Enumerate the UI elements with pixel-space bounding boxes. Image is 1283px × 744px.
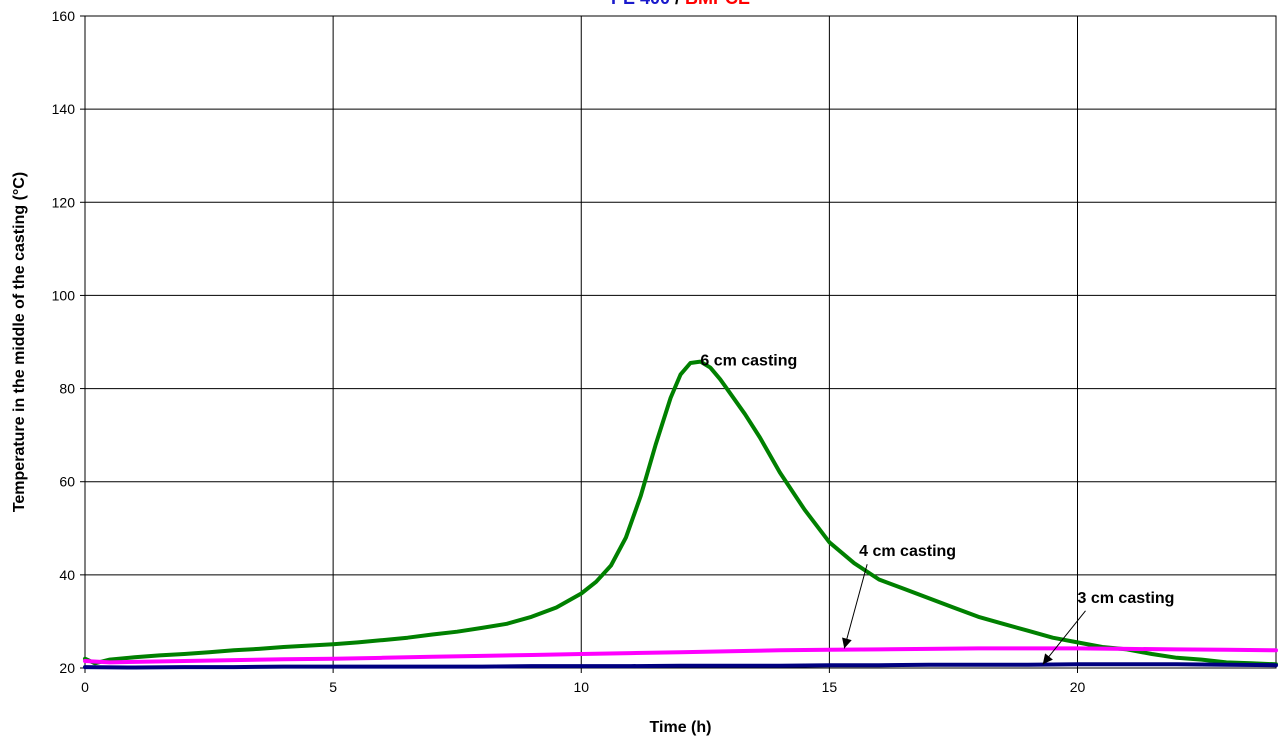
chart-title: PE 400 / BMPCE bbox=[611, 0, 750, 8]
plot-area bbox=[84, 15, 1277, 669]
annotation-label: 6 cm casting bbox=[700, 352, 797, 369]
title-part: / bbox=[670, 0, 685, 8]
title-part: BMPCE bbox=[685, 0, 750, 8]
x-tick-label: 0 bbox=[81, 679, 89, 695]
series-line-2 bbox=[83, 662, 1278, 670]
y-axis-title: Temperature in the middle of the casting… bbox=[11, 172, 28, 512]
y-tick-label: 80 bbox=[59, 381, 75, 397]
annotation-arrowhead bbox=[1042, 653, 1053, 665]
y-tick-label: 140 bbox=[52, 101, 76, 117]
series-line-1 bbox=[83, 646, 1278, 665]
x-tick-label: 5 bbox=[329, 679, 337, 695]
annotation-label: 4 cm casting bbox=[859, 543, 956, 560]
series-lines bbox=[83, 359, 1278, 670]
title-part: PE 400 bbox=[611, 0, 670, 8]
grid-lines bbox=[85, 16, 1276, 668]
y-tick-label: 160 bbox=[52, 8, 76, 24]
annotation-arrow bbox=[843, 564, 868, 649]
x-axis-title: Time (h) bbox=[650, 719, 712, 736]
annotation-arrow bbox=[1042, 610, 1086, 665]
y-tick-label: 20 bbox=[59, 660, 75, 676]
annotation-label: 3 cm casting bbox=[1078, 590, 1175, 607]
y-tick-labels: 20 40 60 80 100 120 140 160 bbox=[52, 8, 85, 676]
x-tick-label: 20 bbox=[1070, 679, 1086, 695]
annotations: 6 cm casting 4 cm casting 3 cm casting bbox=[700, 352, 1175, 665]
x-tick-labels: 0 5 10 15 20 bbox=[81, 668, 1085, 695]
y-tick-label: 40 bbox=[59, 567, 75, 583]
y-tick-label: 100 bbox=[52, 287, 76, 303]
y-tick-label: 60 bbox=[59, 474, 75, 490]
annotation-arrowhead bbox=[842, 637, 852, 649]
x-tick-label: 10 bbox=[573, 679, 589, 695]
y-tick-label: 120 bbox=[52, 194, 76, 210]
series-line-0 bbox=[83, 359, 1278, 667]
x-tick-label: 15 bbox=[822, 679, 838, 695]
